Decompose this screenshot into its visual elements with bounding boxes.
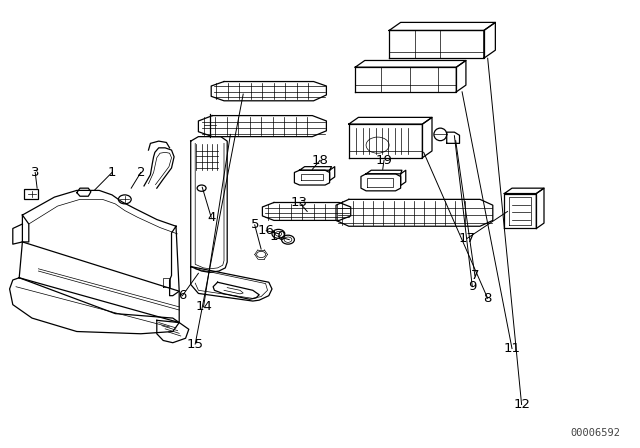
Text: 4: 4 xyxy=(207,211,216,224)
Text: 3: 3 xyxy=(31,166,40,179)
Text: 12: 12 xyxy=(513,398,530,411)
Text: 8: 8 xyxy=(483,292,492,305)
Text: 10: 10 xyxy=(270,230,287,243)
Text: 13: 13 xyxy=(291,196,308,209)
Text: 2: 2 xyxy=(136,166,145,179)
Text: 16: 16 xyxy=(258,224,275,237)
Text: 00006592: 00006592 xyxy=(571,428,621,438)
Text: 7: 7 xyxy=(470,269,479,282)
Text: 9: 9 xyxy=(468,280,477,293)
Text: 6: 6 xyxy=(178,289,187,302)
Text: 11: 11 xyxy=(504,342,520,355)
Text: 19: 19 xyxy=(376,154,392,167)
Text: 17: 17 xyxy=(459,232,476,245)
Text: 15: 15 xyxy=(187,337,204,351)
Text: 18: 18 xyxy=(312,154,328,167)
Text: 5: 5 xyxy=(250,218,259,232)
Text: 14: 14 xyxy=(195,300,212,314)
Text: 1: 1 xyxy=(108,166,116,179)
